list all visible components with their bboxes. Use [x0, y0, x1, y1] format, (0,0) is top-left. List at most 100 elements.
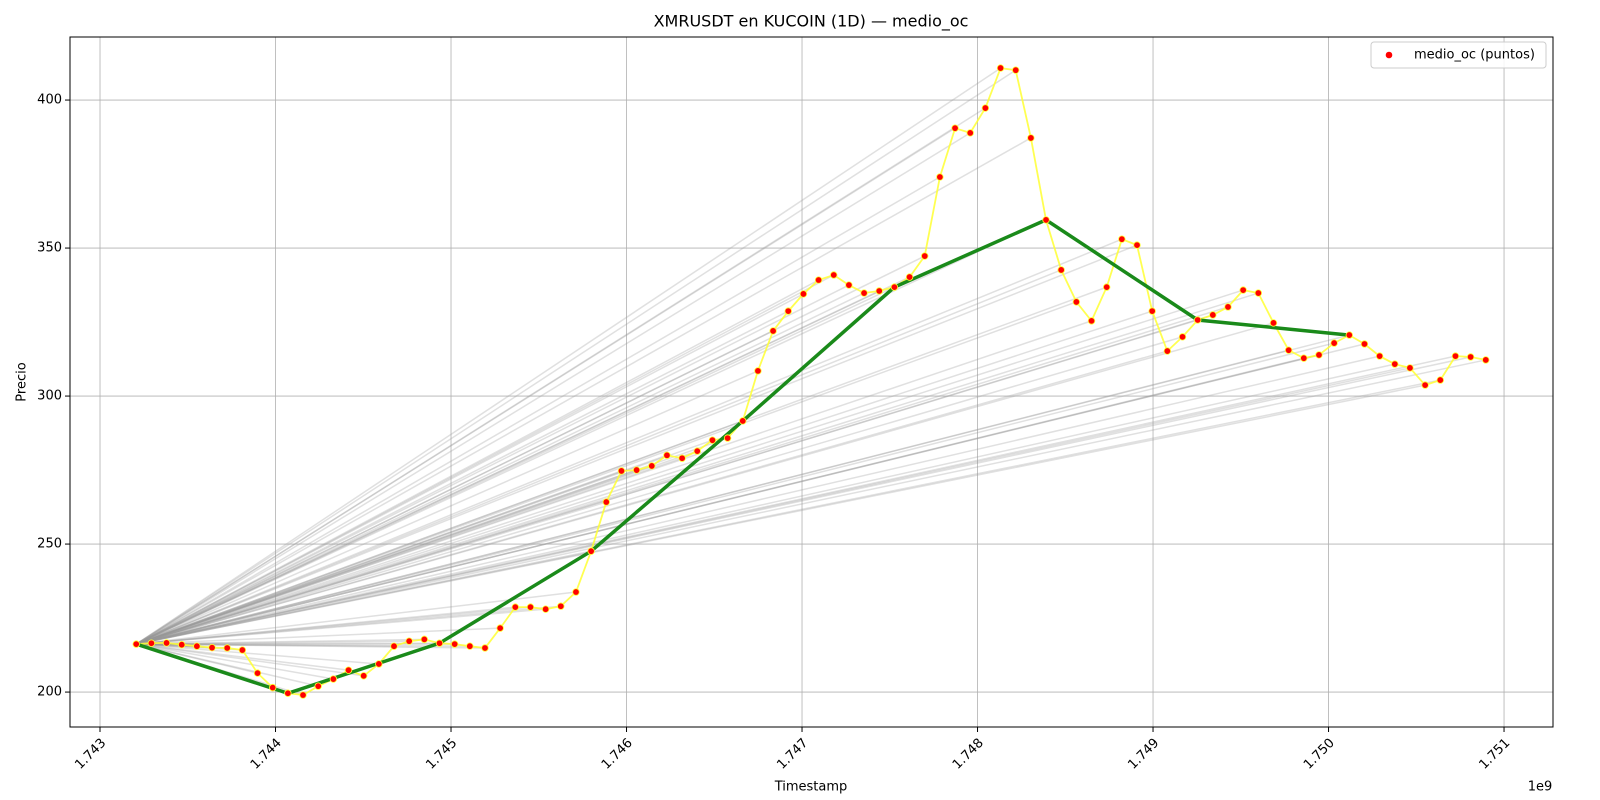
point — [284, 689, 292, 697]
fan-line — [135, 301, 1077, 645]
point — [739, 417, 747, 425]
point — [511, 603, 520, 611]
point — [587, 547, 595, 555]
point — [541, 605, 550, 613]
point — [1421, 381, 1429, 389]
point — [875, 287, 883, 295]
point — [905, 273, 914, 281]
point — [1012, 66, 1020, 74]
fan-line — [136, 606, 531, 645]
fan-line — [135, 420, 744, 645]
fan-line — [135, 293, 804, 645]
fan-line — [135, 286, 1107, 645]
point — [223, 644, 231, 652]
point — [1254, 289, 1263, 297]
fan-line — [136, 359, 1486, 645]
point — [1284, 346, 1293, 354]
point — [329, 675, 338, 683]
fan-line — [136, 627, 501, 645]
fan-line — [135, 269, 1062, 645]
point — [1102, 283, 1111, 291]
fan-line — [136, 355, 1380, 645]
point — [845, 281, 853, 289]
point — [1057, 266, 1065, 274]
fan-line — [136, 342, 1335, 645]
point — [1042, 216, 1050, 224]
y-tick-label: 250 — [37, 537, 62, 552]
fan-line — [136, 606, 516, 645]
point — [299, 691, 307, 699]
x-offset-label: 1e9 — [1528, 780, 1553, 795]
point — [314, 682, 322, 690]
chart-title: XMRUSDT en KUCOIN (1D) — medio_oc — [654, 12, 969, 32]
point — [1269, 319, 1278, 327]
fan-line — [135, 454, 668, 645]
point — [405, 637, 413, 645]
point — [1239, 286, 1247, 294]
fan-line — [136, 306, 1229, 645]
point — [1406, 364, 1414, 372]
y-tick-label: 200 — [37, 685, 62, 700]
point — [178, 641, 186, 649]
point — [799, 290, 808, 298]
point — [678, 454, 686, 462]
point — [450, 640, 459, 648]
point — [1482, 356, 1490, 364]
point — [193, 642, 201, 650]
fan-line — [136, 343, 1365, 645]
fan-line — [136, 643, 379, 665]
fan-line — [135, 107, 986, 645]
legend-marker — [1385, 51, 1393, 59]
fan-line — [136, 642, 440, 645]
fan-line — [135, 310, 789, 645]
legend-box — [1370, 41, 1547, 69]
point — [253, 669, 262, 677]
fan-line — [135, 439, 713, 645]
point — [1193, 316, 1202, 324]
fan-line — [135, 244, 1138, 645]
fan-line — [136, 310, 1153, 645]
fan-line — [135, 127, 956, 645]
fan-line — [136, 591, 577, 645]
point — [648, 462, 656, 470]
fan-line — [136, 322, 1274, 645]
point — [890, 283, 899, 291]
point — [663, 451, 671, 459]
point — [1436, 376, 1444, 384]
fan-line — [135, 465, 653, 645]
point — [966, 129, 974, 137]
legend: medio_oc (puntos) — [1370, 41, 1547, 69]
fan-line — [135, 450, 698, 645]
point — [359, 672, 368, 680]
point — [147, 639, 156, 647]
point — [1315, 351, 1323, 359]
fan-line — [136, 349, 1289, 645]
fan-line — [135, 132, 971, 645]
fan-line — [135, 330, 774, 645]
fan-line — [136, 643, 349, 671]
fan-line — [136, 384, 1426, 645]
point — [420, 635, 429, 644]
point — [1178, 333, 1187, 341]
point — [921, 252, 929, 260]
point — [708, 436, 717, 444]
point — [784, 307, 792, 315]
point — [617, 467, 626, 475]
fan-line — [135, 67, 1001, 645]
point — [996, 64, 1005, 72]
x-axis-label: Timestamp — [774, 780, 848, 795]
fan-line — [135, 176, 941, 645]
point — [375, 660, 383, 668]
fan-line — [136, 643, 319, 687]
point — [1375, 352, 1384, 360]
point — [269, 683, 277, 692]
fan-line — [136, 550, 592, 645]
point — [1209, 311, 1217, 319]
fan-line — [136, 501, 607, 645]
point — [481, 644, 489, 652]
point — [830, 271, 838, 279]
y-axis-label: Precio — [15, 362, 30, 401]
